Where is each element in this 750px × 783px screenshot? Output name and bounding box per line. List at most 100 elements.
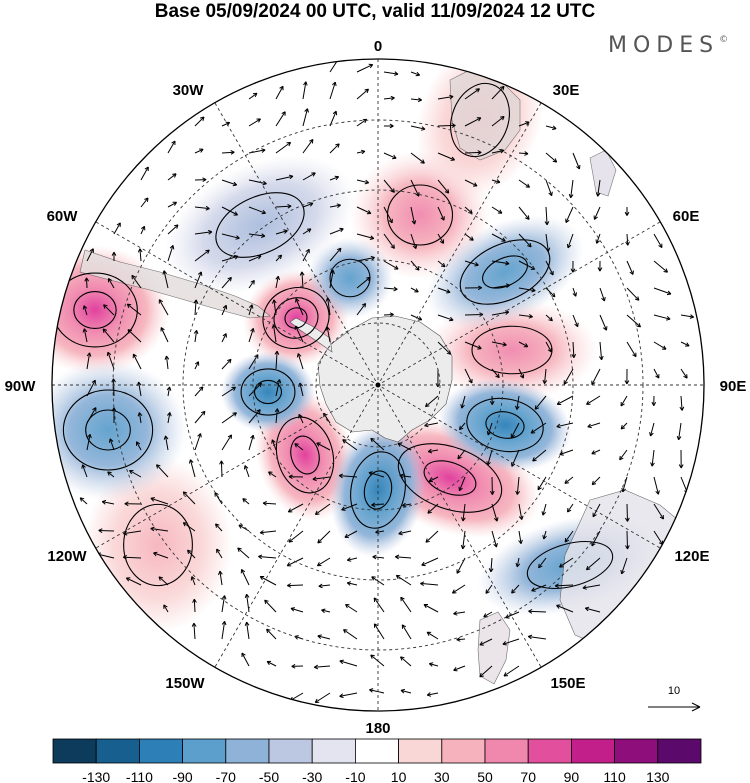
wind-arrow [489, 476, 495, 495]
wind-arrow [288, 530, 304, 543]
wind-arrow [502, 638, 520, 646]
wind-arrow [84, 277, 90, 289]
anomaly-neg-center-2 [330, 423, 426, 557]
wind-arrow [437, 341, 452, 355]
wind-arrow [518, 341, 529, 348]
wind-arrow [158, 299, 169, 316]
wind-arrow [106, 351, 115, 370]
wind-arrow [124, 501, 142, 507]
colorbar-swatch [441, 738, 486, 764]
wind-arrow [194, 249, 210, 262]
wind-arrow [566, 233, 574, 249]
wind-arrow [329, 203, 341, 208]
wind-arrow [653, 233, 663, 249]
wind-arrow [140, 166, 149, 181]
wind-arrow [167, 245, 175, 262]
wind-arrow [275, 141, 292, 154]
wind-arrow [383, 260, 399, 270]
wind-arrow [653, 314, 671, 321]
wind-vectors [79, 59, 694, 703]
wind-arrow [219, 460, 224, 478]
wind-arrow [491, 148, 505, 154]
wind-arrow [242, 498, 250, 505]
wind-arrow [221, 412, 237, 424]
wind-arrow [140, 197, 149, 208]
wind-arrow [515, 476, 521, 495]
wind-arrow [425, 395, 439, 408]
map-boundary [51, 58, 705, 712]
wind-arrow [287, 583, 304, 588]
wind-arrow [491, 206, 503, 214]
wind-arrow [515, 557, 521, 568]
wind-arrow [302, 81, 308, 100]
wind-arrow [400, 596, 412, 613]
wind-arrow [137, 412, 143, 424]
lon-label-0: 0 [374, 38, 382, 55]
wind-arrow [400, 656, 412, 667]
wind-arrow [545, 125, 557, 131]
wind-arrow [459, 422, 466, 431]
wind-arrow [241, 652, 250, 667]
wind-arrow [113, 222, 121, 235]
wind-arrow [489, 395, 495, 405]
colorbar-tick-label: -50 [259, 769, 279, 783]
wind-arrow [291, 663, 304, 669]
wind-arrow [194, 116, 205, 127]
wind-arrow [437, 206, 445, 221]
wind-arrow [248, 279, 255, 289]
wind-arrow [619, 449, 628, 461]
wind-arrow [140, 225, 146, 235]
wind-arrow [653, 287, 672, 296]
wind-arrow [131, 274, 142, 289]
wind-arrow [399, 473, 412, 479]
wind-arrow [599, 287, 606, 302]
colorbar-tick-label: 10 [391, 769, 407, 783]
wind-arrow [491, 233, 506, 242]
lon-label-60e: 60E [673, 208, 700, 225]
wind-arrow [545, 260, 554, 276]
wind-arrow [111, 251, 117, 261]
wind-arrow [194, 386, 204, 397]
wind-arrow [221, 304, 228, 316]
wind-arrow [437, 233, 444, 244]
wind-arrow [383, 71, 399, 76]
wind-arrow [491, 503, 499, 522]
wind-arrow [248, 304, 254, 316]
wind-arrow [259, 530, 277, 535]
anomaly-neg-center-3 [220, 351, 316, 433]
wind-arrow [248, 409, 261, 424]
wind-arrow [437, 152, 455, 161]
anomaly-neg-center-4 [52, 359, 187, 501]
wind-arrow [316, 442, 331, 451]
wind-arrow [346, 581, 358, 586]
wind-arrow [275, 229, 288, 235]
wind-arrow [81, 464, 88, 478]
wind-arrow [371, 576, 385, 586]
wind-arrow [556, 604, 574, 613]
wind-arrow [464, 88, 480, 100]
wind-arrow [167, 412, 172, 424]
wind-arrow [193, 299, 199, 316]
wind-arrow [464, 341, 482, 350]
wind-arrow [621, 476, 628, 493]
wind-arrow [410, 233, 418, 249]
wind-arrow [410, 179, 420, 197]
wind-arrow [266, 660, 277, 667]
wind-arrow [248, 382, 262, 397]
wind-arrow [572, 152, 581, 170]
wind-arrow [571, 341, 577, 358]
wind-arrow [537, 476, 547, 491]
anomaly-neg-center-8 [164, 155, 356, 295]
wind-arrow [587, 422, 601, 429]
wind-arrow [302, 248, 310, 262]
wind-arrow [295, 298, 304, 316]
wind-arrow [679, 395, 685, 411]
wind-arrow [421, 557, 439, 567]
wind-arrow [491, 368, 500, 379]
wind-arrow [302, 108, 309, 127]
wind-arrow [107, 471, 115, 478]
wind-arrow [624, 503, 630, 522]
colorbar-tick-label: -30 [302, 769, 322, 783]
south-america-landmass [79, 249, 271, 319]
wind-arrow [329, 110, 338, 127]
